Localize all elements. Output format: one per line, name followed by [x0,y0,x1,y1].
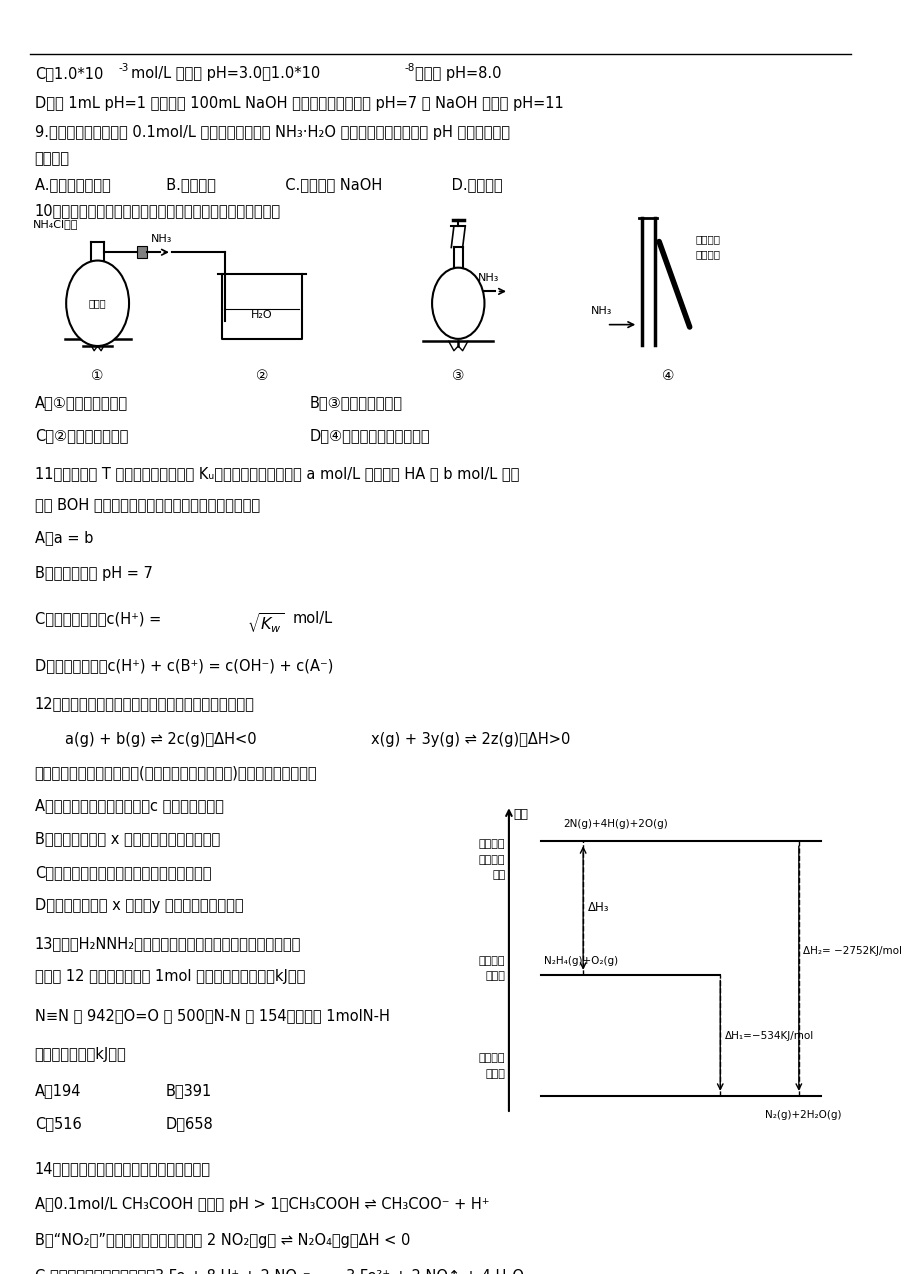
Text: ΔH₂= −2752KJ/mol: ΔH₂= −2752KJ/mol [802,945,902,956]
Text: ΔH₁=−534KJ/mol: ΔH₁=−534KJ/mol [724,1031,813,1041]
Text: $\sqrt{K_w}$: $\sqrt{K_w}$ [246,610,284,634]
Text: a(g) + b(g) ⇌ 2c(g)；ΔH<0: a(g) + b(g) ⇌ 2c(g)；ΔH<0 [65,731,256,747]
Text: C.铁溦于稀稠酸，溶液变黄：3 Fe + 8 H⁺ + 2 NO₃⁻ ═══ 3 Fe²⁺ + 2 NO↑ + 4 H₂O: C.铁溦于稀稠酸，溶液变黄：3 Fe + 8 H⁺ + 2 NO₃⁻ ═══ 3… [35,1268,523,1274]
Text: 反应物的: 反应物的 [479,956,505,966]
Text: 2N(g)+4H(g)+2O(g): 2N(g)+4H(g)+2O(g) [562,819,667,829]
Text: mol/L: mol/L [292,610,332,626]
Text: 10．实验室制取少量干燥的氨气涉及下列装置，其中正确的是: 10．实验室制取少量干燥的氨气涉及下列装置，其中正确的是 [35,204,280,219]
Text: 13．肼（H₂NNH₂）是一种高能燃料，有关化学反应的能量变: 13．肼（H₂NNH₂）是一种高能燃料，有关化学反应的能量变 [35,936,301,950]
Text: A．a = b: A．a = b [35,530,93,545]
Text: 能量: 能量 [513,808,528,820]
Text: A．①是氨气发生装置: A．①是氨气发生装置 [35,395,128,410]
Text: 的措施是: 的措施是 [35,152,70,167]
Text: ④: ④ [661,368,674,382]
Text: N₂(g)+2H₂O(g): N₂(g)+2H₂O(g) [764,1110,841,1120]
Text: 能量: 能量 [492,870,505,880]
Text: NH₃: NH₃ [151,234,172,243]
Bar [137,246,147,259]
Text: C．等容时，通入惰性气体，各反应速率不变: C．等容时，通入惰性气体，各反应速率不变 [35,865,211,879]
Text: A.加入一定量的水            B.加热溶液               C.加入少量 NaOH               D.通入氨气: A.加入一定量的水 B.加热溶液 C.加入少量 NaOH D.通入氨气 [35,177,502,192]
Text: 11．已知温度 T 时水的离子积常数为 Kᵤ。该温度下，将浓度为 a mol/L 的一元酸 HA 与 b mol/L 的一: 11．已知温度 T 时水的离子积常数为 Kᵤ。该温度下，将浓度为 a mol/L… [35,466,518,480]
Text: 总能量: 总能量 [485,971,505,981]
Text: 生成物的: 生成物的 [479,1054,505,1063]
Text: B．③是氨气发生装置: B．③是氨气发生装置 [310,395,403,410]
Text: C．混合溶液中，c(H⁺) =: C．混合溶液中，c(H⁺) = [35,610,165,626]
Text: NH₄Cl固体: NH₄Cl固体 [33,219,78,229]
Text: 9.已知达到电离平衡的 0.1mol/L 的氨水，为了促进 NH₃·H₂O 的电离，同时使溶液的 pH 增大，应采取: 9.已知达到电离平衡的 0.1mol/L 的氨水，为了促进 NH₃·H₂O 的电… [35,125,509,140]
Text: C．②是氨气吸收装置: C．②是氨气吸收装置 [35,428,128,443]
Text: 总能量: 总能量 [485,1069,505,1079]
Text: NH₃: NH₃ [478,273,499,283]
Text: 盐酸的 pH=8.0: 盐酸的 pH=8.0 [415,66,502,80]
Text: ①: ① [91,368,104,382]
Text: D．等容时，通入 x 气体，y 的物质的量浓度增大: D．等容时，通入 x 气体，y 的物质的量浓度增大 [35,898,244,913]
Text: ②: ② [255,368,267,382]
Text: D．658: D．658 [165,1116,213,1131]
Text: 进行相关操作且达到平衡后(忽略体积改变所做的功)，下列叙述错误的是: 进行相关操作且达到平衡后(忽略体积改变所做的功)，下列叙述错误的是 [35,764,317,780]
Text: B．等压时，通入 x 气体，反应器中温度升高: B．等压时，通入 x 气体，反应器中温度升高 [35,832,220,846]
Text: C．516: C．516 [35,1116,82,1131]
Text: 14．下列解释实验事实的方程式不正确的是: 14．下列解释实验事实的方程式不正确的是 [35,1162,210,1176]
Text: D．混合溶液中，c(H⁺) + c(B⁺) = c(OH⁻) + c(A⁻): D．混合溶液中，c(H⁺) + c(B⁺) = c(OH⁻) + c(A⁻) [35,659,333,673]
Text: x(g) + 3y(g) ⇌ 2z(g)；ΔH>0: x(g) + 3y(g) ⇌ 2z(g)；ΔH>0 [370,731,570,747]
Text: 碱石灰: 碱石灰 [89,298,107,308]
Text: A．等压时，通入惰性气体，c 的物质的量不变: A．等压时，通入惰性气体，c 的物质的量不变 [35,799,223,813]
Text: D．④是氨气收集、检验装置: D．④是氨气收集、检验装置 [310,428,430,443]
Text: N≡N 为 942、O=O 为 500、N-N 为 154，则断裂 1molN-H: N≡N 为 942、O=O 为 500、N-N 为 154，则断裂 1molN-… [35,1008,389,1023]
Text: ΔH₃: ΔH₃ [588,902,609,915]
Text: B．“NO₂球”浸泡在冷水中，颜色变浅 2 NO₂（g） ⇌ N₂O₄（g）ΔH < 0: B．“NO₂球”浸泡在冷水中，颜色变浅 2 NO₂（g） ⇌ N₂O₄（g）ΔH… [35,1233,410,1247]
Text: -3: -3 [119,62,129,73]
Text: B．混合溶液的 pH = 7: B．混合溶液的 pH = 7 [35,566,153,581]
Text: 湿润红色: 湿润红色 [695,234,720,245]
Text: A．194: A．194 [35,1083,81,1098]
Text: 物质的总: 物质的总 [479,855,505,865]
Text: D．若 1mL pH=1 的盐酸与 100mL NaOH 溶液混合后，溶液的 pH=7 则 NaOH 溶液的 pH=11: D．若 1mL pH=1 的盐酸与 100mL NaOH 溶液混合后，溶液的 p… [35,96,562,111]
Text: 假想中间: 假想中间 [479,840,505,850]
Text: N₂H₄(g)+O₂(g): N₂H₄(g)+O₂(g) [543,956,618,966]
Text: 键所需的能量（kJ）是: 键所需的能量（kJ）是 [35,1047,126,1063]
Text: 化如题 12 所示，已知断裂 1mol 化学键所需的能量（kJ）：: 化如题 12 所示，已知断裂 1mol 化学键所需的能量（kJ）： [35,970,305,984]
Text: ③: ③ [451,368,464,382]
Text: B．391: B．391 [165,1083,211,1098]
Text: C．1.0*10: C．1.0*10 [35,66,103,80]
Circle shape [432,268,484,339]
Text: A．0.1mol/L CH₃COOH 溶液的 pH > 1：CH₃COOH ⇌ CH₃COO⁻ + H⁺: A．0.1mol/L CH₃COOH 溶液的 pH > 1：CH₃COOH ⇌ … [35,1198,489,1212]
Text: mol/L 盐酸的 pH=3.0，1.0*10: mol/L 盐酸的 pH=3.0，1.0*10 [130,66,320,80]
Circle shape [66,261,129,347]
Text: H₂O: H₂O [251,310,272,320]
Text: 石蕊试纸: 石蕊试纸 [695,250,720,260]
Text: NH₃: NH₃ [590,306,612,316]
Text: 元碱 BOH 等体积混合，可判定该溶液呈中性的依据是: 元碱 BOH 等体积混合，可判定该溶液呈中性的依据是 [35,497,259,512]
Text: -8: -8 [403,62,414,73]
Text: 12．在一个不导热的密闭反应器中，只发生两个反应：: 12．在一个不导热的密闭反应器中，只发生两个反应： [35,696,255,711]
